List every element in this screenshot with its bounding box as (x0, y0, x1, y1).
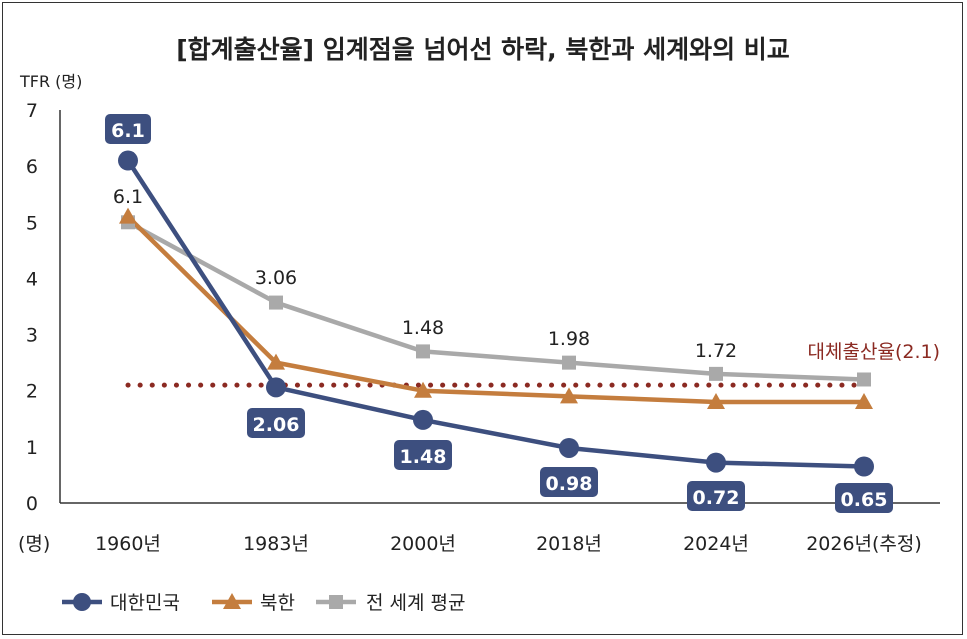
world-average-legend-marker (329, 595, 343, 609)
world-data-label: 1.98 (548, 328, 590, 350)
world-average-point (709, 366, 723, 381)
series-lines (126, 159, 865, 469)
world-average-legend-label: 전 세계 평균 (366, 592, 465, 614)
world-average-line (126, 220, 865, 382)
korea-data-label: 6.1 (111, 120, 145, 142)
y-tick-label: 5 (26, 212, 38, 234)
world-data-label: 3.06 (255, 267, 297, 289)
replacement-rate-line: 대체출산율(2.1) (125, 341, 940, 388)
korea-point (854, 456, 874, 477)
korea-point (706, 452, 726, 473)
korea-data-label: 2.06 (253, 414, 300, 436)
korea-data-label-box (687, 481, 745, 511)
legend: 대한민국 북한 전 세계 평균 (62, 592, 465, 614)
world-data-label: 6.1 (113, 186, 143, 208)
korea-legend-marker (73, 593, 91, 611)
korea-data-label: 0.72 (693, 487, 740, 509)
north-korea-point (560, 387, 578, 404)
y-tick-label: 7 (26, 100, 38, 122)
north-korea-legend-label: 북한 (260, 592, 295, 614)
replacement-rate-label: 대체출산율(2.1) (808, 341, 940, 363)
north-korea-point (267, 353, 285, 370)
korea-data-label-box (835, 483, 893, 513)
korea-data-label-box (247, 408, 305, 438)
world-average-point (416, 344, 430, 359)
north-korea-legend-marker (223, 593, 241, 609)
y-tick-label: 4 (26, 268, 38, 290)
x-axis-unit-label: (명) (18, 533, 50, 555)
north-korea-line (126, 215, 864, 405)
x-tick-label: 2018년 (536, 533, 602, 555)
y-tick-label: 1 (26, 437, 38, 459)
series-markers (118, 150, 874, 477)
korea-point (413, 409, 433, 430)
korea-point (559, 437, 579, 458)
north-korea-point (707, 392, 725, 409)
x-tick-label: 2026년(추정) (806, 533, 922, 555)
world-average-point (857, 372, 871, 387)
x-tick-labels: 1960년 1983년 2000년 2018년 2024년 2026년(추정) (95, 533, 922, 555)
y-tick-label: 6 (26, 156, 38, 178)
world-average-point (269, 295, 283, 310)
x-tick-label: 2000년 (390, 533, 456, 555)
korea-data-label: 0.98 (546, 473, 593, 495)
korea-data-label-box (105, 114, 151, 144)
world-average-point (562, 355, 576, 370)
x-tick-label: 2024년 (683, 533, 749, 555)
world-data-label: 1.72 (695, 340, 737, 362)
y-tick-labels: 0 1 2 3 4 5 6 7 (26, 100, 38, 515)
y-tick-label: 0 (26, 493, 38, 515)
north-korea-point (855, 392, 873, 409)
chart-title: [합계출산율] 임계점을 넘어선 하락, 북한과 세계와의 비교 (176, 35, 790, 64)
korea-data-label-box (540, 467, 598, 497)
korea-legend-label: 대한민국 (110, 592, 180, 614)
korea-data-label: 0.65 (841, 489, 888, 511)
x-tick-label: 1960년 (95, 533, 161, 555)
y-axis-label: TFR (명) (19, 72, 82, 91)
korea-point (118, 150, 138, 171)
korea-line (126, 159, 865, 469)
north-korea-point (119, 207, 137, 224)
world-data-label: 1.48 (402, 317, 444, 339)
korea-data-label: 1.48 (400, 446, 447, 468)
korea-data-label-box (394, 440, 452, 470)
data-labels: 6.1 2.06 1.48 0.98 0.72 0.65 6.1 3.06 1.48 1.98 1.… (105, 114, 893, 513)
north-korea-point (414, 381, 432, 398)
y-tick-label: 3 (26, 325, 38, 347)
korea-point (266, 377, 286, 398)
x-tick-label: 1983년 (243, 533, 309, 555)
y-tick-label: 2 (26, 381, 38, 403)
